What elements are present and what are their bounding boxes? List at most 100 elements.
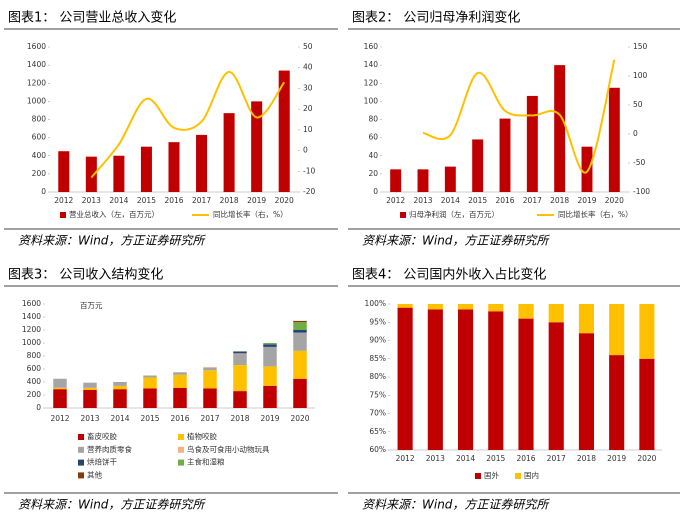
bar-segment [427, 309, 443, 450]
bar-segment [233, 365, 247, 392]
bar-segment [263, 366, 277, 386]
x-tick-label: 2020 [637, 454, 656, 463]
x-tick-label: 2017 [547, 454, 566, 463]
y-tick-label: 1200 [27, 78, 46, 87]
legend-label: 畜皮咬胶 [87, 431, 117, 441]
y-tick-label: 90% [369, 336, 386, 345]
bar-segment [609, 304, 625, 356]
y-tick-label: 85% [369, 354, 386, 363]
bar [444, 166, 456, 192]
bar-segment [578, 304, 594, 334]
bar [417, 169, 429, 192]
legend-swatch [78, 459, 84, 466]
y-tick-label: 1000 [22, 338, 41, 347]
y-tick-label: 120 [364, 78, 379, 87]
bar-segment [293, 322, 307, 330]
y2-tick-label: 50 [633, 100, 643, 109]
bar [554, 65, 566, 192]
x-tick-label: 2012 [50, 414, 69, 423]
bar-segment [609, 355, 625, 450]
y-tick-label: 100% [365, 299, 386, 308]
y-tick-label: 160 [364, 42, 379, 51]
x-tick-label: 2015 [486, 454, 505, 463]
y-tick-label: 60 [368, 133, 378, 142]
y2-tick-label: 0 [303, 146, 308, 155]
legend-label: 同比增长率（右，%） [558, 209, 633, 219]
x-tick-label: 2014 [110, 414, 129, 423]
bar-segment [293, 350, 307, 379]
y-tick-label: 1400 [22, 312, 41, 321]
x-tick-label: 2017 [192, 196, 211, 205]
bar-segment [293, 330, 307, 333]
legend-swatch [400, 212, 406, 218]
y-tick-label: 200 [32, 169, 47, 178]
y2-tick-label: 150 [633, 42, 648, 51]
y-tick-label: 60% [369, 445, 386, 454]
x-tick-label: 2018 [550, 196, 569, 205]
bar-segment [113, 382, 127, 386]
bar-segment [83, 389, 97, 408]
x-tick-label: 2017 [200, 414, 219, 423]
x-tick-label: 2012 [386, 196, 405, 205]
bar [113, 155, 125, 192]
y2-tick-label: -50 [633, 158, 645, 167]
bar-segment [639, 358, 655, 450]
source: 资料来源：Wind，方正证券研究所 [18, 234, 206, 248]
x-tick-label: 2014 [441, 196, 460, 205]
bar-segment [263, 346, 277, 367]
bar-segment [173, 372, 187, 375]
legend-label: 鸟食及可食用小动物玩具 [187, 444, 270, 454]
bar [223, 113, 235, 192]
y-tick-label: 400 [27, 377, 42, 386]
y-tick-label: 0 [41, 187, 46, 196]
y2-tick-label: 0 [633, 129, 638, 138]
bar-segment [233, 351, 247, 354]
y-tick-label: 140 [364, 60, 379, 69]
source: 资料来源：Wind，方正证券研究所 [362, 234, 550, 248]
x-tick-label: 2020 [605, 196, 624, 205]
bar-segment [53, 378, 67, 388]
source: 资料来源：Wind，方正证券研究所 [18, 498, 206, 512]
y-tick-label: 1600 [22, 299, 41, 308]
x-tick-label: 2019 [577, 196, 596, 205]
chart-title: 图表3： 公司收入结构变化 [8, 267, 163, 283]
bar-segment [203, 388, 217, 408]
bar-segment [427, 304, 443, 310]
y-tick-label: 800 [32, 115, 47, 124]
y-tick-label: 100 [364, 96, 379, 105]
bar-segment [233, 354, 247, 366]
bar-segment [397, 307, 413, 450]
y-tick-label: 600 [32, 133, 47, 142]
y2-tick-label: 50 [303, 42, 313, 51]
chart-title: 图表1： 公司营业总收入变化 [8, 10, 176, 26]
line [90, 70, 286, 179]
bar-segment [143, 377, 157, 389]
legend-label: 国内 [524, 470, 539, 480]
y2-tick-label: 100 [633, 71, 648, 80]
x-tick-label: 2018 [230, 414, 249, 423]
y2-tick-label: 40 [303, 63, 313, 72]
y2-tick-label: 20 [303, 104, 313, 113]
bar-segment [233, 391, 247, 408]
y-tick-label: 400 [32, 151, 47, 160]
bar [499, 118, 511, 192]
y-tick-label: 75% [369, 390, 386, 399]
x-tick-label: 2020 [275, 196, 294, 205]
bar-segment [293, 332, 307, 351]
bar [390, 169, 402, 192]
bar-segment [518, 318, 534, 450]
legend-label: 归母净利润（左，百万元） [409, 209, 499, 219]
bar-segment [548, 322, 564, 450]
bar-segment [83, 387, 97, 390]
legend-label: 植物咬胶 [187, 431, 217, 441]
bar [85, 156, 97, 192]
x-tick-label: 2013 [413, 196, 432, 205]
bar [58, 151, 70, 192]
bar-segment [263, 344, 277, 347]
y-tick-label: 0 [373, 187, 378, 196]
legend-label: 营养肉质零食 [87, 444, 132, 454]
y-tick-label: 1000 [27, 96, 46, 105]
bar [196, 134, 208, 192]
y2-tick-label: -20 [303, 187, 315, 196]
y-tick-label: 1200 [22, 325, 41, 334]
